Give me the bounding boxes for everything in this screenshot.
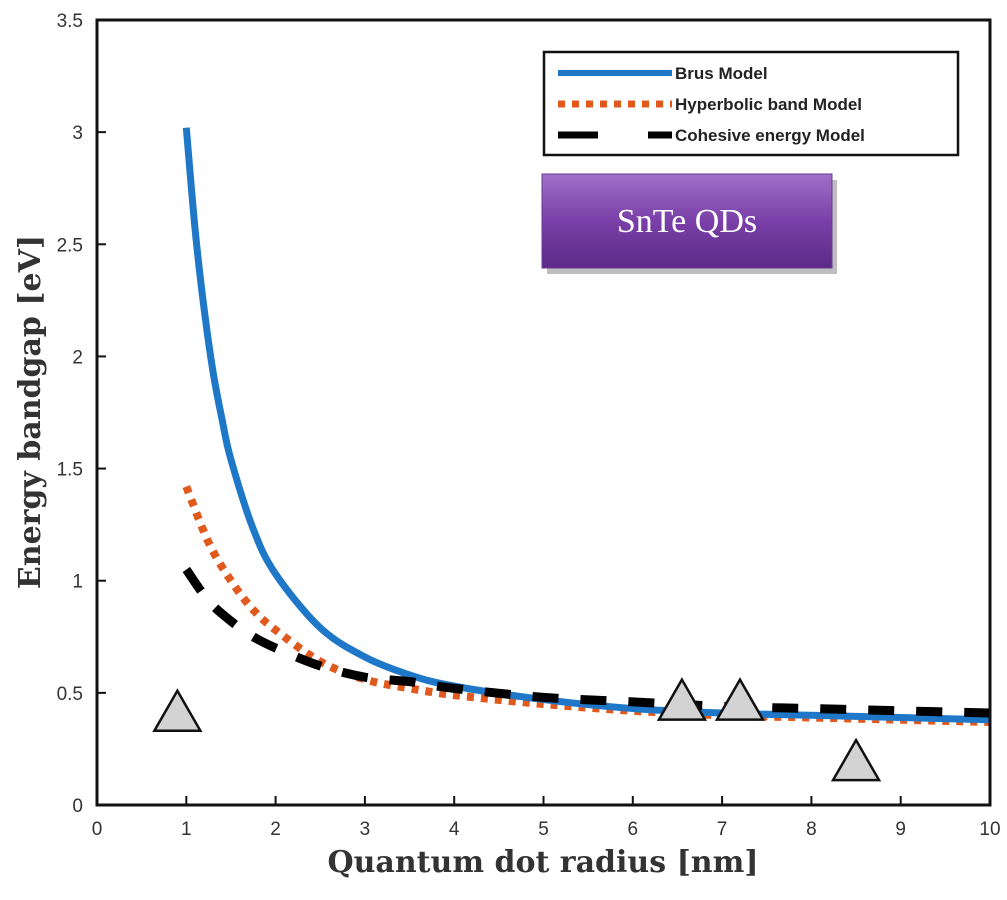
- x-tick-label: 10: [979, 819, 1000, 840]
- triangle-marker-0: [152, 688, 203, 733]
- annotation-text: SnTe QDs: [617, 203, 757, 240]
- triangle-marker-2: [714, 677, 766, 721]
- y-tick-label: 1: [72, 572, 83, 593]
- x-tick-label: 7: [717, 819, 728, 840]
- y-tick-label: 2.5: [57, 235, 83, 256]
- x-tick-label: 5: [538, 819, 549, 840]
- legend: Brus Model Hyperbolic band Model Cohesive …: [542, 50, 960, 157]
- triangle-marker-1: [656, 677, 708, 721]
- x-tick-label: 3: [360, 819, 371, 840]
- x-tick-label: 6: [628, 819, 639, 840]
- legend-label-1: Hyperbolic band Model: [675, 95, 862, 114]
- x-axis-label: Quantum dot radius [nm]: [327, 845, 758, 880]
- x-tick-label: 9: [895, 819, 906, 840]
- x-tick-label: 4: [449, 819, 460, 840]
- x-tick-label: 1: [181, 819, 192, 840]
- y-tick-label: 2: [72, 347, 83, 368]
- x-tick-label: 0: [92, 819, 103, 840]
- y-tick-label: 0: [72, 796, 83, 817]
- legend-label-2: Cohesive energy Model: [675, 126, 865, 145]
- series-line-2: [182, 566, 991, 718]
- y-axis-label: Energy bandgap [eV]: [13, 235, 48, 589]
- annotation-badge: SnTe QDs: [541, 173, 837, 274]
- triangle-marker-3: [830, 737, 882, 782]
- y-tick-label: 1.5: [57, 460, 83, 481]
- x-tick-label: 8: [806, 819, 817, 840]
- legend-box: [542, 50, 960, 157]
- y-tick-label: 0.5: [57, 684, 83, 705]
- legend-label-0: Brus Model: [675, 64, 768, 83]
- y-tick-label: 3.5: [57, 11, 83, 32]
- series-line-1: [182, 485, 991, 727]
- x-tick-label: 2: [270, 819, 281, 840]
- y-tick-label: 3: [72, 123, 83, 144]
